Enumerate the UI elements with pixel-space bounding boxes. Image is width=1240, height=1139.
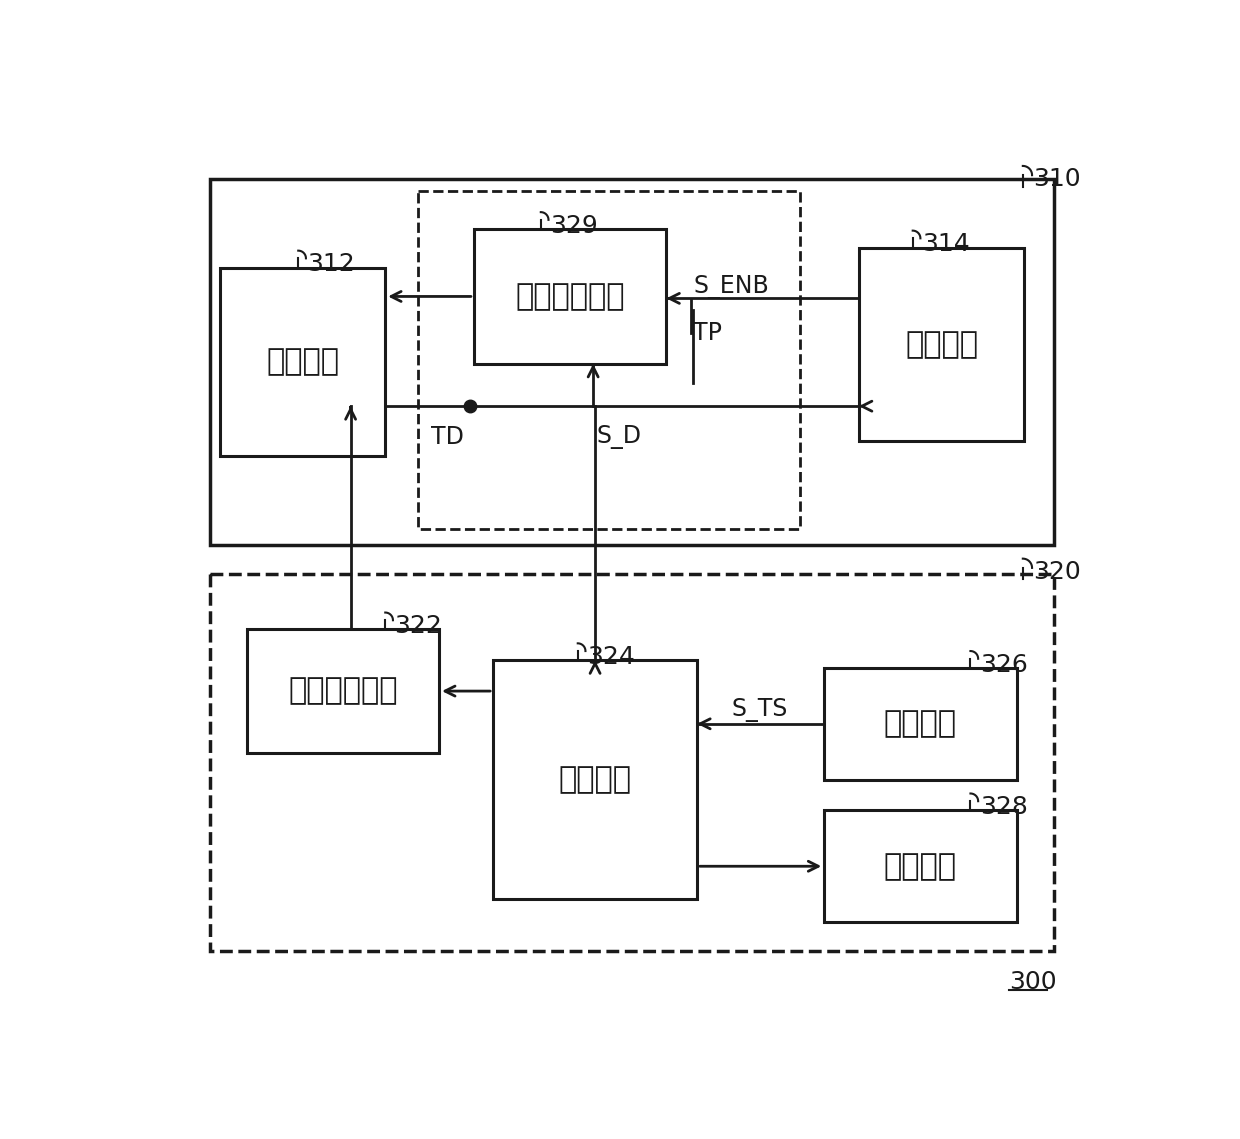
Text: S_ENB: S_ENB: [693, 274, 769, 298]
Text: S_D: S_D: [596, 425, 642, 449]
Text: TD: TD: [432, 425, 464, 449]
Text: 300: 300: [1009, 969, 1056, 994]
Bar: [494, 661, 697, 899]
Bar: [211, 179, 1054, 544]
Text: 310: 310: [1034, 167, 1081, 191]
Bar: [825, 667, 1017, 779]
Text: 324: 324: [587, 645, 635, 669]
Text: 326: 326: [980, 653, 1028, 677]
Text: 功能电路: 功能电路: [265, 347, 339, 376]
Text: 信号调整单元: 信号调整单元: [288, 677, 398, 705]
Bar: [859, 248, 1024, 441]
Text: 保护电路: 保护电路: [905, 330, 978, 359]
Bar: [219, 268, 386, 457]
Text: 微控制器: 微控制器: [558, 765, 631, 794]
Text: 329: 329: [551, 214, 598, 238]
Text: 提示单元: 提示单元: [884, 852, 957, 880]
Text: TP: TP: [693, 321, 722, 345]
Bar: [247, 630, 439, 753]
Text: 314: 314: [921, 232, 970, 256]
Bar: [825, 811, 1017, 923]
Bar: [474, 229, 666, 363]
Text: S_TS: S_TS: [732, 698, 789, 722]
Text: 320: 320: [1034, 560, 1081, 584]
Text: 322: 322: [394, 614, 443, 638]
Text: 312: 312: [308, 252, 355, 276]
Text: 输出切换单元: 输出切换单元: [516, 282, 625, 311]
Bar: [211, 574, 1054, 951]
Bar: [418, 190, 800, 530]
Text: 328: 328: [980, 795, 1028, 819]
Text: 操控界面: 操控界面: [884, 710, 957, 738]
